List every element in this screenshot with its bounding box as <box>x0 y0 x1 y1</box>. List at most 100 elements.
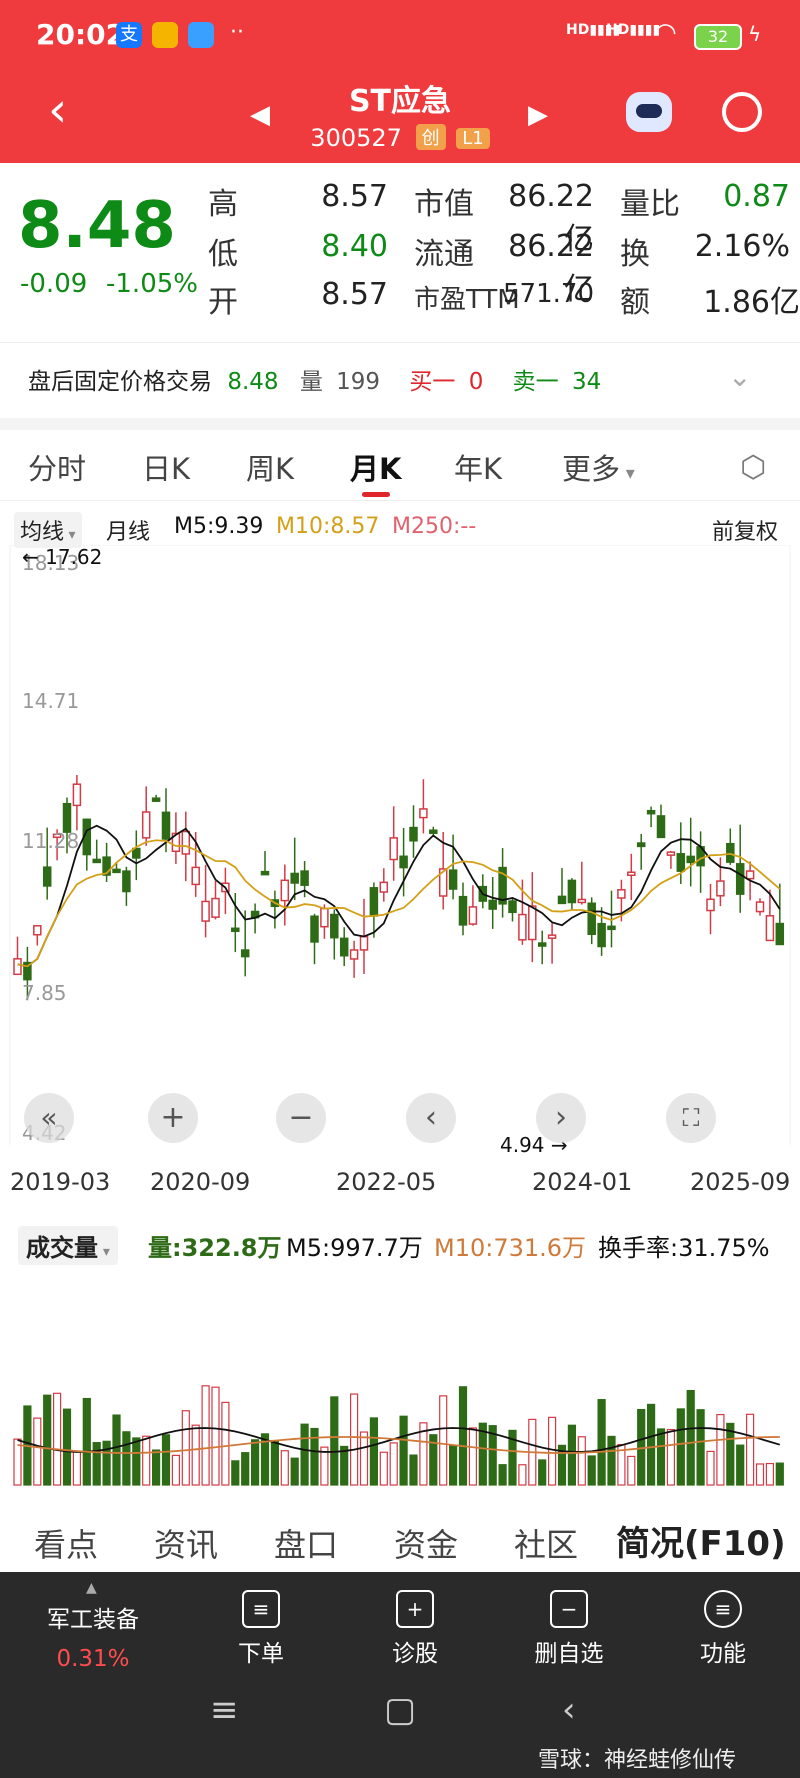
robot-assistant-icon[interactable] <box>626 92 672 132</box>
volume-indicator-selector[interactable]: 成交量 ▾ <box>18 1226 118 1265</box>
tab-highlights[interactable]: 看点 <box>34 1526 99 1564</box>
candle-body <box>13 958 22 976</box>
volume-bar <box>280 1450 289 1486</box>
volume-bar <box>745 1413 755 1486</box>
candle-body <box>240 949 250 958</box>
kline-chart[interactable]: 18.13 14.71 11.28 7.85 4.42 ← 17.62 4.94… <box>0 544 800 1157</box>
after-hours-label: 盘后固定价格交易 <box>28 369 212 395</box>
y-tick-4: 7.85 <box>22 981 67 1005</box>
volume-chart[interactable] <box>0 1250 800 1490</box>
volume-bar <box>260 1433 270 1486</box>
tab-intraday[interactable]: 分时 <box>28 452 87 486</box>
back-nav-icon[interactable]: ‹ <box>562 1690 576 1730</box>
scroll-right-icon[interactable]: › <box>536 1093 586 1143</box>
prev-stock-icon[interactable]: ◀ <box>250 100 270 130</box>
low-value: 8.40 <box>321 229 388 264</box>
candle-body <box>458 895 468 926</box>
candle-body <box>300 870 309 886</box>
functions-icon: ≡ <box>704 1590 742 1628</box>
stock-code: 300527 <box>310 124 402 152</box>
back-icon[interactable]: ‹ <box>48 82 68 138</box>
active-tab-indicator <box>362 492 390 497</box>
tab-orderbook[interactable]: 盘口 <box>274 1526 339 1564</box>
tab-fundflow[interactable]: 资金 <box>394 1526 459 1564</box>
mcap-label: 市值 <box>414 187 474 222</box>
candle-body <box>617 889 626 899</box>
sector-name: 军工装备 <box>47 1607 139 1633</box>
tab-monthly[interactable]: 月K <box>350 452 402 486</box>
tab-daily[interactable]: 日K <box>142 452 191 486</box>
volume-ratio-label: 量比 <box>620 187 680 222</box>
tab-more[interactable]: 更多 ▾ <box>562 452 635 486</box>
volume-bar <box>201 1385 210 1486</box>
scroll-left-icon[interactable]: ‹ <box>406 1093 456 1143</box>
zoom-out-far-icon[interactable]: « <box>24 1093 74 1143</box>
sector-button[interactable]: 军工装备 0.31% <box>18 1600 168 1672</box>
candle-body <box>132 847 141 859</box>
functions-button[interactable]: ≡ 功能 <box>648 1572 798 1668</box>
volume-value: 量:322.8万 <box>148 1234 282 1262</box>
chevron-down-icon[interactable]: ⌄ <box>728 360 752 393</box>
tab-community[interactable]: 社区 <box>514 1526 579 1564</box>
signal-icon: HD▮▮▮▮ <box>566 22 621 38</box>
candle-body <box>181 830 191 855</box>
x-tick-2: 2020-09 <box>150 1168 251 1196</box>
remove-watchlist-button[interactable]: − 删自选 <box>494 1572 644 1668</box>
after-hours-row[interactable]: 盘后固定价格交易 8.48 量 199 买一 0 卖一 34 <box>28 362 601 396</box>
candle-body <box>537 942 547 947</box>
turnover-rate: 换手率:31.75% <box>598 1234 770 1262</box>
candle-body <box>320 907 329 928</box>
float-label: 流通 <box>414 237 474 272</box>
volume-bar <box>211 1386 220 1486</box>
adjust-mode[interactable]: 前复权 <box>712 520 779 545</box>
notes-icon <box>152 22 178 48</box>
caret-up-icon: ▲ <box>86 1580 97 1596</box>
ma250-value: M250:-- <box>392 514 477 539</box>
zoom-in-icon[interactable]: + <box>148 1093 198 1143</box>
volume-bar <box>112 1414 121 1486</box>
zoom-out-icon[interactable]: − <box>276 1093 326 1143</box>
bid-label: 买一 <box>409 369 456 395</box>
candle-body <box>151 797 161 802</box>
home-nav-icon[interactable]: ▢ <box>384 1690 417 1730</box>
tab-weekly[interactable]: 周K <box>246 452 295 486</box>
volume-bar <box>686 1389 695 1486</box>
volume-ma10-line <box>17 1436 780 1454</box>
price-change: -0.09 <box>20 269 88 299</box>
y-tick-3: 11.28 <box>22 829 80 853</box>
tab-news[interactable]: 资讯 <box>154 1526 219 1564</box>
candle-body <box>122 870 131 893</box>
volume-ma5-line <box>17 1427 781 1453</box>
high-label: 高 <box>208 187 238 222</box>
menu-nav-icon[interactable]: ≡ <box>210 1690 239 1730</box>
candle-body <box>488 899 497 910</box>
indicator-selector[interactable]: 均线 ▾ <box>14 512 82 548</box>
next-stock-icon[interactable]: ▶ <box>528 100 548 130</box>
tab-yearly[interactable]: 年K <box>454 452 503 486</box>
fullscreen-icon[interactable]: ⛶ <box>666 1093 716 1143</box>
candle-body <box>231 927 240 933</box>
volume-bar <box>359 1431 369 1486</box>
ma-legend: 均线 ▾ 月线 M5:9.39 M10:8.57 M250:-- 前复权 <box>0 508 800 548</box>
quote-panel: 8.48 -0.09 -1.05% 高 8.57 低 8.40 开 8.57 市… <box>0 163 800 335</box>
volume-bar <box>122 1431 131 1486</box>
candle-body <box>528 905 537 941</box>
x-tick-4: 2024-01 <box>532 1168 633 1196</box>
diagnose-button[interactable]: + 诊股 <box>340 1572 490 1668</box>
tab-f10[interactable]: 简况(F10) <box>616 1524 786 1564</box>
search-icon[interactable] <box>722 92 762 132</box>
order-button[interactable]: ≡ 下单 <box>186 1572 336 1668</box>
volume-bar <box>597 1399 606 1486</box>
candle-body <box>359 935 369 951</box>
candle-body <box>310 915 319 943</box>
after-hours-vol-label: 量 <box>299 369 323 395</box>
candle-body <box>755 901 765 913</box>
volume-bar <box>221 1401 230 1486</box>
settings-icon[interactable]: ⬡ <box>740 450 767 485</box>
candle-body <box>438 868 448 897</box>
volume-bar <box>251 1439 260 1486</box>
volume-bar <box>300 1423 309 1486</box>
volume-bar <box>191 1424 200 1486</box>
stock-code-row: 300527 创 L1 <box>0 124 800 152</box>
volume-bar <box>310 1427 319 1486</box>
